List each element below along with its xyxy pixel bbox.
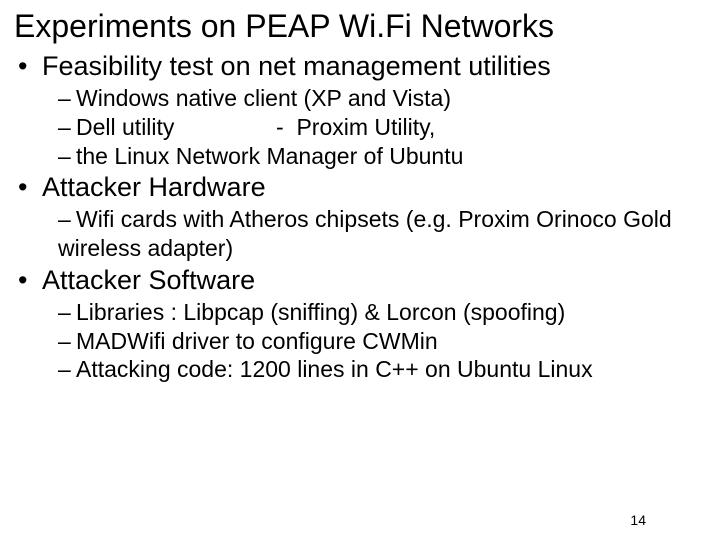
- section-3-item-1: –Libraries : Libpcap (sniffing) & Lorcon…: [14, 298, 710, 327]
- item-text: the Linux Network Manager of Ubuntu: [76, 143, 463, 169]
- inline-item-text: Proxim Utility,: [296, 114, 435, 140]
- section-3-item-3: –Attacking code: 1200 lines in C++ on Ub…: [14, 355, 710, 384]
- dash-icon: -: [276, 114, 296, 140]
- item-text: Windows native client (XP and Vista): [76, 85, 451, 111]
- item-text: Dell utility: [76, 113, 276, 142]
- section-3-heading: •Attacker Software: [14, 265, 710, 296]
- dash-icon: –: [58, 355, 76, 384]
- bullet-icon: •: [18, 265, 42, 296]
- section-2-item-1: –Wifi cards with Atheros chipsets (e.g. …: [14, 205, 710, 263]
- section-2-heading: •Attacker Hardware: [14, 172, 710, 203]
- dash-icon: –: [58, 327, 76, 356]
- slide-title: Experiments on PEAP Wi.Fi Networks: [14, 8, 710, 45]
- section-1-item-1: –Windows native client (XP and Vista): [14, 84, 710, 113]
- section-1-heading: •Feasibility test on net management util…: [14, 51, 710, 82]
- section-3-item-2: –MADWifi driver to configure CWMin: [14, 327, 710, 356]
- bullet-icon: •: [18, 51, 42, 82]
- section-1-item-3: –the Linux Network Manager of Ubuntu: [14, 142, 710, 171]
- section-3-text: Attacker Software: [42, 265, 255, 295]
- section-1-text: Feasibility test on net management utili…: [42, 51, 551, 81]
- page-number: 14: [630, 512, 646, 528]
- item-text: Libraries : Libpcap (sniffing) & Lorcon …: [76, 299, 565, 325]
- dash-icon: –: [58, 298, 76, 327]
- dash-icon: –: [58, 142, 76, 171]
- bullet-icon: •: [18, 172, 42, 203]
- section-1-item-2: –Dell utility- Proxim Utility,: [14, 113, 710, 142]
- item-text: MADWifi driver to configure CWMin: [76, 328, 438, 354]
- item-text: Wifi cards with Atheros chipsets (e.g. P…: [58, 206, 672, 261]
- dash-icon: –: [58, 205, 76, 234]
- dash-icon: –: [58, 84, 76, 113]
- section-2-text: Attacker Hardware: [42, 172, 266, 202]
- dash-icon: –: [58, 113, 76, 142]
- item-text: Attacking code: 1200 lines in C++ on Ubu…: [76, 356, 593, 382]
